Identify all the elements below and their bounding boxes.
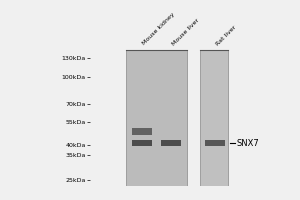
Bar	[126, 50, 187, 186]
Text: SNX7: SNX7	[236, 139, 259, 148]
Bar	[200, 50, 228, 186]
Bar	[205, 140, 225, 146]
Text: Mouse kidney: Mouse kidney	[142, 12, 176, 46]
Bar	[132, 128, 152, 135]
Bar	[161, 140, 181, 146]
Text: Rat liver: Rat liver	[215, 24, 237, 46]
Bar	[132, 140, 152, 146]
Text: Mouse liver: Mouse liver	[171, 17, 200, 46]
